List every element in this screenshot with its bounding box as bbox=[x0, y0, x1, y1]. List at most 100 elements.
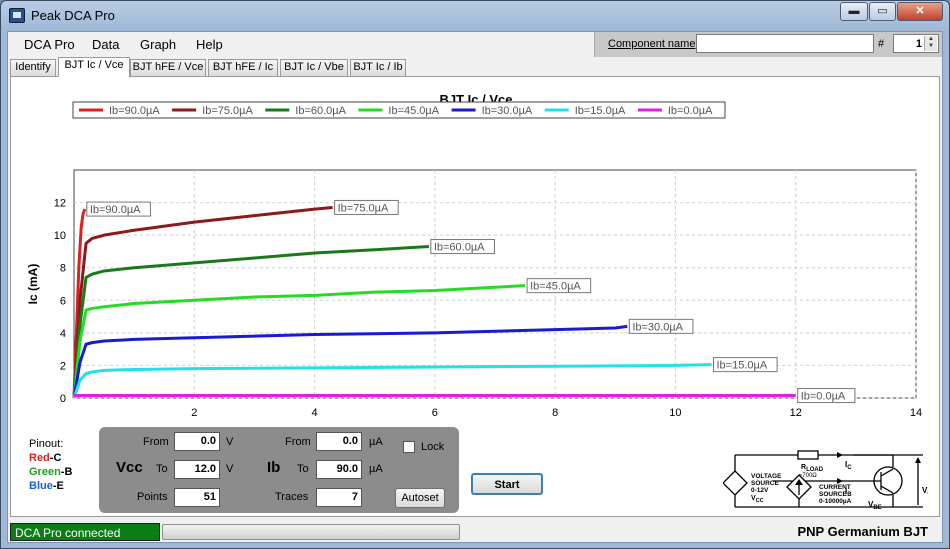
component-number-value: 1 bbox=[915, 38, 922, 50]
series-end-label: Ib=0.0µA bbox=[801, 391, 846, 403]
status-bar: DCA Pro connected PNP Germanium BJT bbox=[8, 521, 942, 543]
component-number-spinner[interactable]: 1 ▲ ▼ bbox=[893, 34, 939, 53]
series-end-label-box bbox=[86, 201, 151, 217]
menu-data[interactable]: Data bbox=[92, 37, 120, 52]
ib-to-label: To bbox=[297, 463, 309, 475]
bjt-test-circuit-diagram: RLOAD ≈700Ω IC IB VBE VCE VOLTAGE SOURCE… bbox=[723, 450, 928, 511]
rload-label: RLOAD bbox=[801, 464, 824, 473]
menu-dca-pro[interactable]: DCA Pro bbox=[24, 37, 75, 52]
voltage-source-label-3: 0-12V bbox=[751, 487, 769, 494]
tab-bjt-ic-ib[interactable]: BJT Ic / Ib bbox=[350, 59, 406, 76]
pinout-green-label: Green bbox=[29, 466, 61, 478]
app-icon[interactable] bbox=[9, 8, 25, 23]
series-end-label: Ib=75.0µA bbox=[338, 202, 389, 214]
series-end-label-box bbox=[713, 357, 778, 373]
series-end-label-box bbox=[797, 388, 856, 404]
current-source-label-3: 0-10000µA bbox=[819, 498, 852, 505]
series-end-label: Ib=45.0µA bbox=[530, 281, 581, 293]
tab-bjt-ic-vbe[interactable]: BJT Ic / Vbe bbox=[280, 59, 348, 76]
vcc-to-unit: V bbox=[226, 463, 234, 475]
series-end-label: Ib=15.0µA bbox=[717, 360, 768, 372]
maximize-button[interactable]: ▭ bbox=[869, 2, 896, 21]
y-tick-label: 0 bbox=[60, 393, 66, 405]
vcc-from-unit: V bbox=[226, 436, 234, 448]
current-source-label-1: CURRENT bbox=[819, 484, 851, 491]
ib-label: Ib bbox=[267, 459, 281, 476]
sweep-settings-panel: From 0.0 V Vcc To 12.0 V Points 51 From … bbox=[99, 427, 459, 513]
x-tick-label: 14 bbox=[910, 407, 922, 419]
chart-legend bbox=[72, 101, 726, 119]
spinner-arrows-icon[interactable]: ▲ ▼ bbox=[924, 36, 937, 51]
tab-identify[interactable]: Identify bbox=[10, 59, 56, 76]
x-tick-label: 8 bbox=[552, 407, 558, 419]
series-line bbox=[72, 208, 87, 399]
tab-bjt-ic-vce[interactable]: BJT Ic / Vce bbox=[58, 57, 130, 77]
ic-vce-chart[interactable]: 2468101214024681012VceIc (mA)Ib=90.0µAIb… bbox=[11, 77, 941, 422]
vcc-from-label: From bbox=[143, 436, 169, 448]
window-title: Peak DCA Pro bbox=[31, 8, 115, 23]
y-tick-label: 2 bbox=[60, 360, 66, 372]
tab-bjt-hfe-ic[interactable]: BJT hFE / Ic bbox=[208, 59, 278, 76]
component-panel: Component name # 1 ▲ ▼ bbox=[594, 32, 942, 57]
start-button[interactable]: Start bbox=[471, 473, 543, 495]
ib-from-label: From bbox=[285, 436, 311, 448]
device-type: PNP Germanium BJT bbox=[797, 524, 928, 539]
y-tick-label: 4 bbox=[60, 328, 66, 340]
pinout-emitter: Blue-E bbox=[29, 480, 64, 492]
menu-graph[interactable]: Graph bbox=[140, 37, 177, 52]
series-end-label-box bbox=[334, 199, 399, 215]
autoset-button[interactable]: Autoset bbox=[395, 488, 445, 508]
vbe-label: VBE bbox=[868, 500, 882, 511]
tab-bjt-hfe-vce[interactable]: BJT hFE / Vce bbox=[130, 59, 206, 76]
series-line bbox=[72, 245, 429, 399]
points-label: Points bbox=[137, 491, 168, 503]
vcc-from-input[interactable]: 0.0 bbox=[174, 432, 220, 451]
ic-vce-tab-page: BJT Ic / Vce 2468101214024681012VceIc (m… bbox=[10, 76, 940, 517]
vcc-label: Vcc bbox=[116, 459, 143, 476]
client-area: DCA Pro Data Graph Help Component name #… bbox=[7, 31, 943, 543]
pinout-label: Pinout: bbox=[29, 438, 64, 450]
points-input[interactable]: 51 bbox=[174, 488, 220, 507]
close-button[interactable]: ✕ bbox=[897, 2, 943, 21]
y-tick-label: 6 bbox=[60, 295, 66, 307]
legend-entry: Ib=90.0µA bbox=[109, 105, 160, 117]
series-end-label-box bbox=[430, 239, 495, 255]
y-tick-label: 12 bbox=[54, 198, 66, 210]
legend-entry: Ib=60.0µA bbox=[295, 105, 346, 117]
x-tick-label: 4 bbox=[312, 407, 318, 419]
vcc-to-input[interactable]: 12.0 bbox=[174, 460, 220, 479]
title-bar[interactable]: Peak DCA Pro ▬ ▭ ✕ bbox=[1, 1, 949, 31]
rload-value: ≈700Ω bbox=[799, 473, 817, 479]
pinout-green-pin: -B bbox=[60, 466, 73, 478]
series-end-label: Ib=90.0µA bbox=[90, 204, 141, 216]
series-line bbox=[72, 284, 526, 399]
plot-area bbox=[73, 169, 917, 399]
traces-input[interactable]: 7 bbox=[316, 488, 362, 507]
ib-from-input[interactable]: 0.0 bbox=[316, 432, 362, 451]
traces-label: Traces bbox=[275, 491, 309, 503]
lock-checkbox[interactable] bbox=[403, 441, 415, 453]
series-end-label-box bbox=[628, 318, 694, 334]
pinout-red-pin: -C bbox=[49, 452, 62, 464]
legend-entry: Ib=15.0µA bbox=[575, 105, 626, 117]
connection-status: DCA Pro connected bbox=[10, 523, 160, 541]
ib-from-unit: µA bbox=[369, 436, 383, 448]
series-end-label: Ib=60.0µA bbox=[434, 242, 485, 254]
vcc-to-label: To bbox=[156, 463, 168, 475]
x-tick-label: 10 bbox=[669, 407, 681, 419]
component-name-input[interactable] bbox=[696, 34, 874, 53]
lock-label: Lock bbox=[421, 441, 445, 453]
series-end-label: Ib=30.0µA bbox=[632, 321, 683, 333]
ib-to-input[interactable]: 90.0 bbox=[316, 460, 362, 479]
series-end-label-box bbox=[526, 278, 592, 294]
pinout-blue-pin: -E bbox=[52, 480, 64, 492]
pinout-base: Green-B bbox=[29, 466, 72, 478]
minimize-button[interactable]: ▬ bbox=[840, 2, 868, 21]
series-line bbox=[72, 205, 333, 399]
ib-to-unit: µA bbox=[369, 463, 383, 475]
menu-help[interactable]: Help bbox=[196, 37, 223, 52]
component-name-label: Component name bbox=[608, 38, 696, 50]
menu-bar: DCA Pro Data Graph Help Component name #… bbox=[8, 32, 942, 57]
y-axis-label: Ic (mA) bbox=[26, 264, 40, 305]
